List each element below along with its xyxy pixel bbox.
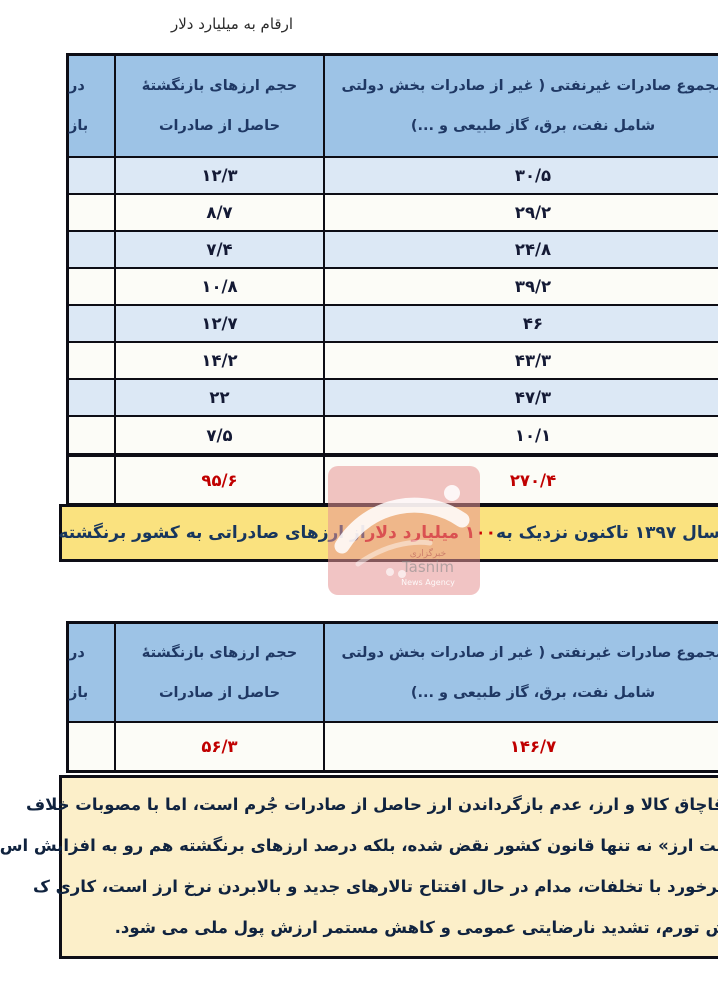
unreturned-value: ۵۶/۳	[37, 723, 244, 770]
year-cell	[664, 380, 718, 415]
percent-cell	[0, 723, 35, 770]
commentary-line-2: رگروه بازگشت ارز» نه تنها قانون کشور نقض…	[0, 825, 718, 866]
watermark-agency-label: News Agency	[322, 578, 376, 587]
exports-value: ۳۹/۲	[246, 269, 662, 304]
year-cell: ۱۴۰۴	[664, 417, 718, 453]
header-percent-line1: در	[0, 66, 6, 106]
exports-value: ۴۳/۳	[246, 343, 662, 378]
percent-cell	[0, 195, 35, 230]
unreturned-value: ۱۲/۳	[37, 158, 244, 193]
exports-value: ۱۴۶/۷	[246, 723, 662, 770]
percent-cell	[0, 417, 35, 453]
commentary-block: ن مبارزه با قاچاق کالا و ارز، عدم بازگرد…	[0, 775, 718, 959]
year-cell: ۱۴۰۴	[664, 723, 718, 770]
unreturned-currency-note: از سال ۱۳۹۷ تاکنون نزدیک به ۱۰۰ میلیارد …	[0, 504, 662, 562]
header-exports-line2: شامل نفت، برق، گاز طبیعی و ...)	[332, 673, 576, 713]
note-text-before: از سال ۱۳۹۷ تاکنون نزدیک به	[417, 523, 663, 543]
header-exports-line1: مجموع صادرات غیرنفتی ( غیر از صادرات بخش…	[262, 633, 645, 673]
header-unreturned-currency: حجم ارزهای بازنگشتهٔ حاصل از صادرات	[37, 56, 244, 156]
commentary-line-4: افزایش تورم، تشدید نارضایتی عمومی و کاهش…	[0, 907, 718, 948]
commentary-line-1: ن مبارزه با قاچاق کالا و ارز، عدم بازگرد…	[0, 784, 718, 825]
percent-cell	[0, 380, 35, 415]
header-exports-line1: مجموع صادرات غیرنفتی ( غیر از صادرات بخش…	[262, 66, 645, 106]
header-year	[664, 624, 718, 721]
header-percent-returned-partial: در باز	[0, 56, 35, 156]
unreturned-value: ۲۲	[37, 380, 244, 415]
header-unreturned-line1: حجم ارزهای بازنگشتهٔ	[63, 66, 218, 106]
header-year	[664, 56, 718, 156]
percent-cell	[0, 306, 35, 341]
header-nonoil-exports: مجموع صادرات غیرنفتی ( غیر از صادرات بخش…	[246, 56, 662, 156]
unreturned-value: ۱۴/۲	[37, 343, 244, 378]
percent-cell	[0, 269, 35, 304]
exports-total: ۲۷۰/۴	[246, 455, 662, 503]
header-percent-line2: باز	[0, 106, 9, 146]
page: { "page_label": "ارقام به میلیارد دلار",…	[0, 0, 718, 983]
units-label: ارقام به میلیارد دلار	[78, 15, 228, 33]
header-percent-returned-partial: در باز	[0, 624, 35, 721]
year-cell	[664, 343, 718, 378]
year-cell	[664, 269, 718, 304]
exports-current-table: در باز حجم ارزهای بازنگشتهٔ حاصل از صادر…	[0, 621, 718, 773]
percent-cell	[0, 158, 35, 193]
year-cell	[664, 158, 718, 193]
unreturned-value: ۷/۵	[37, 417, 244, 453]
unreturned-value: ۱۰/۸	[37, 269, 244, 304]
exports-value: ۴۶	[246, 306, 662, 341]
unreturned-total: ۹۵/۶	[37, 455, 244, 503]
header-nonoil-exports: مجموع صادرات غیرنفتی ( غیر از صادرات بخش…	[246, 624, 662, 721]
header-percent-line1: در	[0, 633, 6, 673]
unreturned-value: ۷/۴	[37, 232, 244, 267]
note-text-after: از ارزهای صادراتی به کشور برنگشته	[0, 523, 287, 543]
percent-total-cell	[0, 455, 35, 503]
unreturned-value: ۱۲/۷	[37, 306, 244, 341]
unreturned-value: ۸/۷	[37, 195, 244, 230]
exports-value: ۲۹/۲	[246, 195, 662, 230]
exports-value: ۲۴/۸	[246, 232, 662, 267]
year-cell	[664, 306, 718, 341]
commentary-line-3: ی هم بجای برخورد با تخلفات، مدام در حال …	[0, 866, 718, 907]
exports-value: ۱۰/۱	[246, 417, 662, 453]
exports-history-table: در باز حجم ارزهای بازنگشتهٔ حاصل از صادر…	[0, 53, 718, 506]
year-cell	[664, 232, 718, 267]
header-unreturned-currency: حجم ارزهای بازنگشتهٔ حاصل از صادرات	[37, 624, 244, 721]
year-cell	[664, 195, 718, 230]
exports-value: ۳۰/۵	[246, 158, 662, 193]
percent-cell	[0, 232, 35, 267]
exports-value: ۴۷/۳	[246, 380, 662, 415]
header-unreturned-line2: حاصل از صادرات	[80, 106, 201, 146]
percent-cell	[0, 343, 35, 378]
header-unreturned-line2: حاصل از صادرات	[80, 673, 201, 713]
header-unreturned-line1: حجم ارزهای بازنگشتهٔ	[63, 633, 218, 673]
year-total-cell	[664, 455, 718, 503]
header-exports-line2: شامل نفت، برق، گاز طبیعی و ...)	[332, 106, 576, 146]
header-percent-line2: باز	[0, 673, 9, 713]
note-highlight-amount: ۱۰۰ میلیارد دلار	[287, 523, 417, 543]
